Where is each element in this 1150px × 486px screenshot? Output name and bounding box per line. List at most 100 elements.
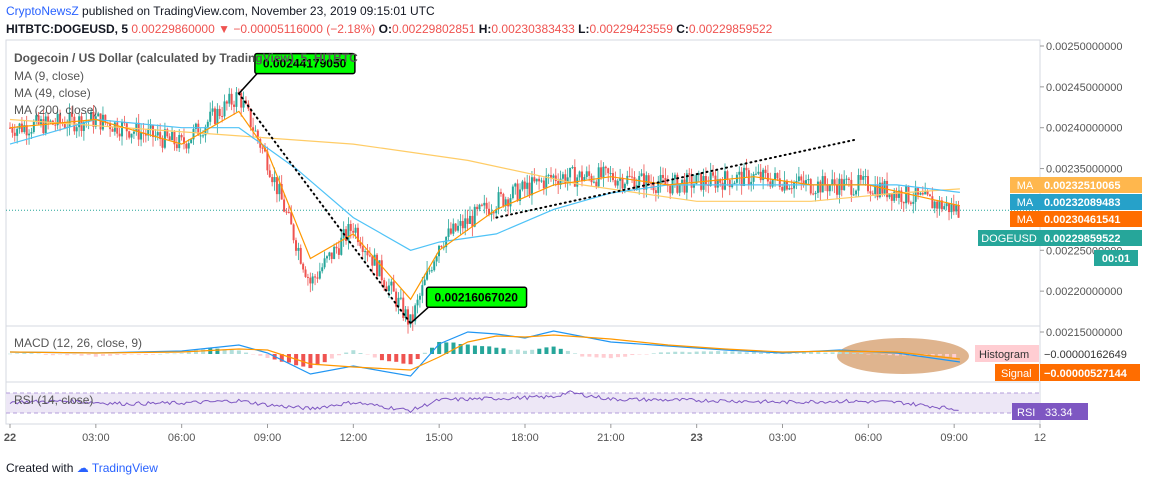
candle-body [299, 247, 302, 264]
candle-body [471, 215, 474, 227]
price-tag-value-bg [1040, 177, 1142, 193]
signal-value: −0.00000527144 [1044, 368, 1128, 380]
macd-histogram-bar [894, 354, 899, 356]
candle-body [128, 131, 131, 138]
candle-body [135, 122, 138, 132]
macd-histogram-bar [551, 346, 556, 354]
candle-body [49, 120, 52, 122]
y-tick-label: 0.00240000000 [1046, 123, 1122, 135]
candle-body [716, 179, 719, 188]
price-change: −0.00005116000 (−2.18%) [233, 22, 376, 36]
candle-body [94, 116, 97, 127]
candle-body [230, 93, 233, 105]
candle-body [280, 184, 283, 200]
macd-histogram-bar [859, 353, 864, 354]
macd-histogram-bar [358, 353, 363, 354]
candle-body [333, 246, 336, 259]
candle-body [459, 221, 462, 226]
candle-body [211, 108, 214, 112]
macd-histogram-bar [537, 348, 542, 354]
candle-body [597, 167, 600, 187]
candle-body [788, 188, 791, 190]
low-label: L: [578, 22, 590, 36]
candle-body [30, 132, 33, 134]
candle-body [254, 130, 257, 132]
y-tick-label: 0.00235000000 [1046, 164, 1122, 176]
macd-histogram-bar [179, 353, 184, 354]
macd-histogram-bar [751, 351, 756, 354]
candle-body [738, 171, 741, 175]
candle-body [273, 177, 276, 183]
price-tag-value: 0.00232510065 [1044, 180, 1120, 192]
candle-body [314, 276, 317, 278]
high-value: 0.00230383433 [491, 22, 575, 36]
candle-body [938, 200, 941, 209]
candle-body [378, 260, 381, 277]
macd-line [9, 330, 960, 377]
candle-body [816, 181, 819, 193]
candle-body [399, 297, 402, 299]
candle-body [664, 177, 667, 185]
candle-body [866, 176, 869, 192]
y-tick-label: 0.00250000000 [1046, 41, 1122, 53]
candle-body [790, 188, 793, 190]
author-link[interactable]: CryptoNewsZ [6, 4, 79, 18]
candle-body [345, 229, 348, 242]
macd-histogram-bar [165, 353, 170, 354]
candle-body [213, 108, 216, 124]
candle-body [812, 193, 815, 195]
candle-body [909, 202, 912, 204]
candle-body [75, 127, 78, 132]
high-label: H: [478, 22, 492, 36]
macd-histogram-bar [86, 354, 91, 356]
candle-body [847, 178, 850, 180]
candle-body [826, 185, 829, 192]
candle-body [507, 199, 510, 207]
macd-histogram-bar [573, 353, 578, 354]
candle-body [447, 228, 450, 237]
created-with-text: Created with [6, 461, 74, 475]
candle-body [297, 247, 300, 251]
macd-histogram-bar [823, 352, 828, 354]
macd-histogram-bar [887, 354, 892, 356]
candle-body [573, 167, 576, 187]
candle-body [569, 167, 572, 178]
ma-9-line [9, 110, 961, 301]
candle-body [836, 185, 839, 195]
price-tag-value: 0.00229859522 [1044, 233, 1120, 245]
candle-body [778, 178, 781, 187]
macd-histogram-bar [344, 352, 349, 354]
macd-histogram-bar [830, 352, 835, 354]
candle-body [726, 171, 729, 180]
candle-body [800, 176, 803, 181]
candle-body [464, 218, 467, 229]
x-tick-label: 09:00 [254, 432, 282, 444]
candle-body [380, 260, 383, 281]
candle-body [495, 209, 498, 214]
candle-body [659, 174, 662, 184]
candle-body [683, 179, 686, 193]
candle-body [478, 204, 481, 210]
macd-histogram-bar [701, 351, 706, 354]
candle-body [132, 131, 135, 134]
macd-histogram-bar [387, 354, 392, 362]
candle-body [352, 230, 355, 233]
candle-body [948, 203, 951, 213]
candle-body [387, 285, 390, 292]
candle-body [764, 169, 767, 174]
candle-body [56, 113, 59, 126]
down-arrow-icon: ▼ [218, 22, 231, 36]
candle-body [950, 204, 953, 213]
macd-histogram-bar [952, 354, 957, 358]
macd-histogram-bar [286, 354, 291, 363]
candle-body [604, 166, 607, 169]
candle-body [957, 205, 960, 218]
candle-body [783, 180, 786, 191]
price-tag-label: DOGEUSD [981, 233, 1037, 245]
price-tag-value-bg [1040, 194, 1142, 210]
candle-body [838, 178, 841, 195]
candle-body [924, 191, 927, 195]
tradingview-link[interactable]: TradingView [91, 461, 158, 475]
candle-body [769, 181, 772, 187]
